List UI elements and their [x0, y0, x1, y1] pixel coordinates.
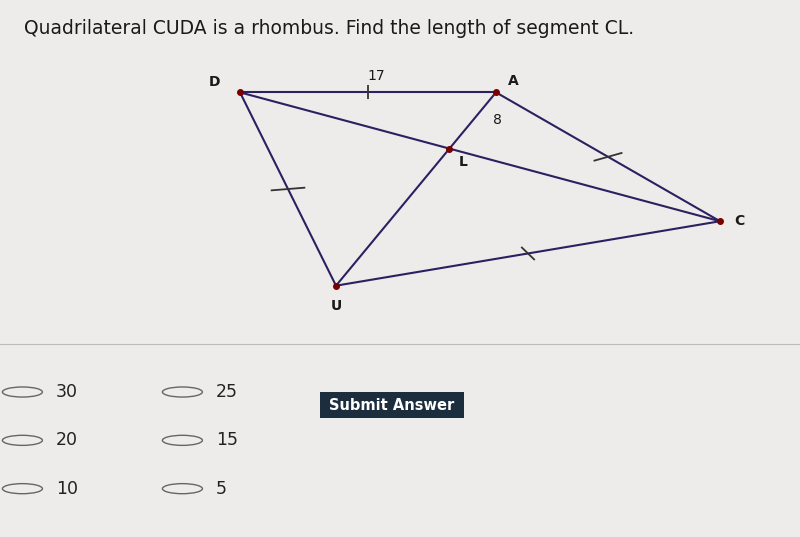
FancyBboxPatch shape	[320, 392, 464, 418]
Text: 17: 17	[367, 69, 385, 83]
Text: 10: 10	[56, 480, 78, 498]
Text: D: D	[209, 75, 220, 89]
Text: L: L	[459, 155, 468, 169]
Text: 20: 20	[56, 431, 78, 449]
Text: 5: 5	[216, 480, 227, 498]
Text: A: A	[508, 74, 518, 88]
Text: Quadrilateral CUDA is a rhombus. Find the length of segment CL.: Quadrilateral CUDA is a rhombus. Find th…	[24, 19, 634, 38]
Text: U: U	[330, 299, 342, 313]
Text: 25: 25	[216, 383, 238, 401]
Text: Submit Answer: Submit Answer	[330, 397, 454, 412]
Text: C: C	[734, 214, 745, 228]
Text: 30: 30	[56, 383, 78, 401]
Text: 8: 8	[493, 113, 502, 127]
Text: 15: 15	[216, 431, 238, 449]
